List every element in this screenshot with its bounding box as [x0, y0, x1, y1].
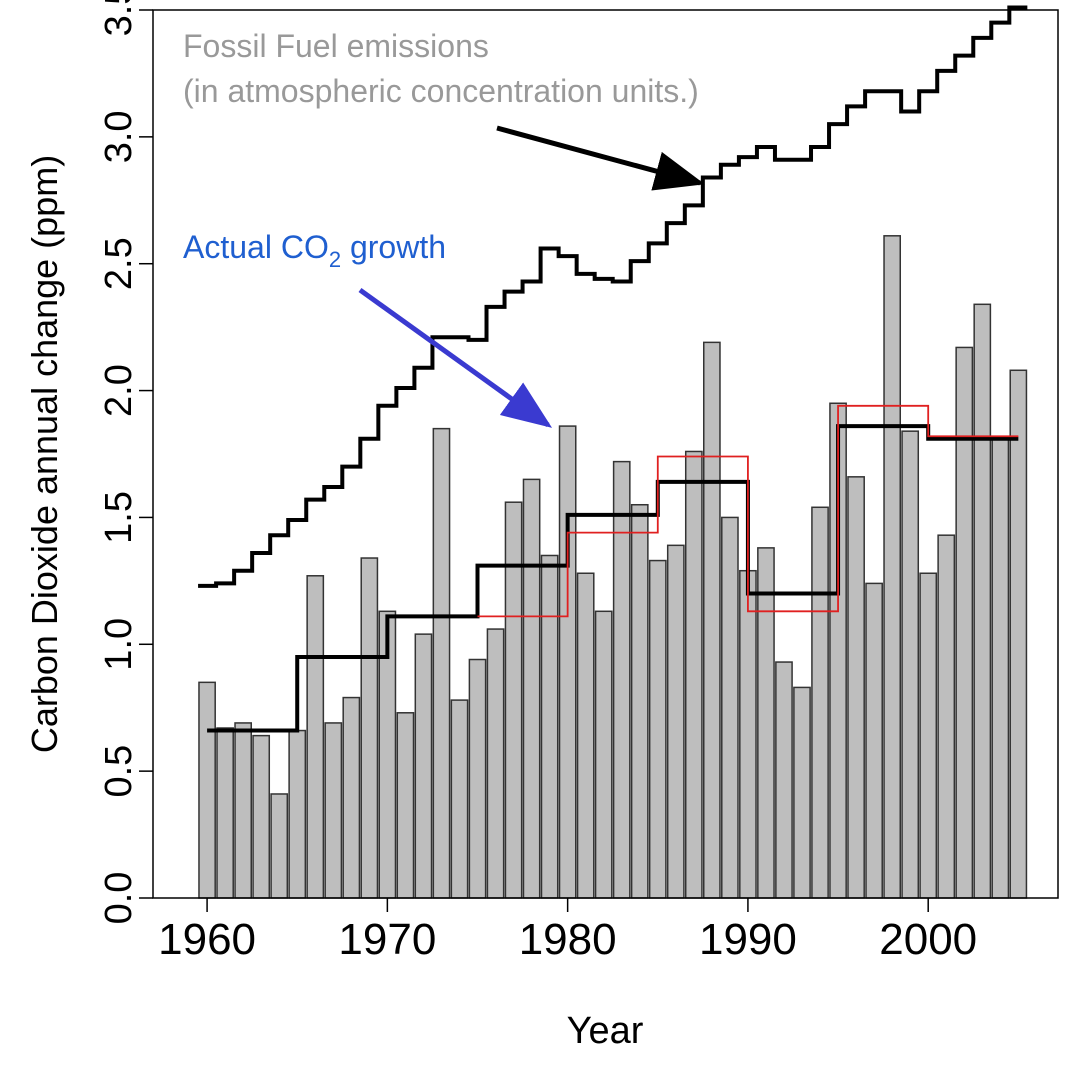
bar [198, 681, 216, 899]
y-tick-label: 1.0 [98, 618, 140, 671]
bar [901, 430, 920, 899]
annotation-sub: 2 [329, 247, 341, 272]
annotation: Fossil Fuel emissions [183, 28, 489, 64]
bar [450, 699, 469, 899]
x-axis-title: Year [567, 1010, 644, 1052]
bar [1009, 369, 1028, 899]
bar [486, 628, 505, 899]
bar [288, 729, 307, 899]
bar [306, 575, 325, 899]
step-line [477, 404, 1019, 618]
bar [684, 450, 703, 899]
bar [522, 478, 541, 899]
bar [270, 793, 289, 899]
bar [937, 534, 956, 899]
bar [703, 341, 721, 899]
bar [324, 722, 343, 899]
bar [504, 501, 523, 899]
bar [883, 235, 902, 899]
annotation: Actual CO2 growth [183, 229, 446, 272]
bar [973, 303, 992, 899]
plot [198, 5, 1028, 899]
bar [648, 559, 667, 899]
bar [396, 712, 415, 899]
bar [739, 569, 757, 899]
y-tick-label: 0.5 [98, 745, 140, 798]
y-tick-label: 1.5 [98, 491, 140, 544]
bar [811, 506, 829, 899]
fossil-line [198, 5, 1028, 588]
bar [757, 547, 775, 899]
bar [721, 516, 739, 899]
bar [540, 554, 559, 899]
y-tick-label: 2.0 [98, 364, 140, 417]
plot-frame [152, 9, 1059, 899]
bar [991, 438, 1010, 899]
bar [919, 572, 938, 899]
annotation-part: Actual CO [183, 229, 329, 265]
x-tick-label: 1960 [158, 915, 256, 964]
arrow [358, 287, 553, 428]
bar [360, 557, 379, 899]
x-tick-label: 1980 [519, 915, 617, 964]
step-line [207, 424, 1019, 733]
bar [342, 696, 361, 899]
bar [594, 610, 613, 899]
y-tick-label: 0.0 [98, 872, 140, 925]
bar [576, 572, 595, 899]
bar [955, 346, 974, 899]
y-tick-label: 3.0 [98, 110, 140, 163]
bar [630, 503, 649, 899]
x-tick-label: 1990 [699, 915, 797, 964]
y-axis-title: Carbon Dioxide annual change (ppm) [24, 155, 65, 753]
bar [414, 633, 433, 899]
bar [558, 425, 577, 899]
bar [468, 658, 487, 899]
annotation-part: growth [341, 229, 446, 265]
x-tick-label: 1970 [338, 915, 436, 964]
arrow [496, 125, 705, 191]
bar [216, 727, 234, 899]
y-tick-label: 3.5 [98, 0, 140, 36]
bar [666, 544, 685, 899]
bar [775, 661, 793, 899]
y-tick-label: 2.5 [98, 237, 140, 290]
annotation: (in atmospheric concentration units.) [183, 73, 699, 109]
bar [793, 686, 811, 899]
bar [847, 476, 865, 899]
bar [865, 582, 883, 899]
x-tick-label: 2000 [879, 915, 977, 964]
bar [612, 460, 631, 899]
bar [432, 427, 451, 899]
bar [252, 734, 271, 899]
bar [234, 722, 253, 899]
